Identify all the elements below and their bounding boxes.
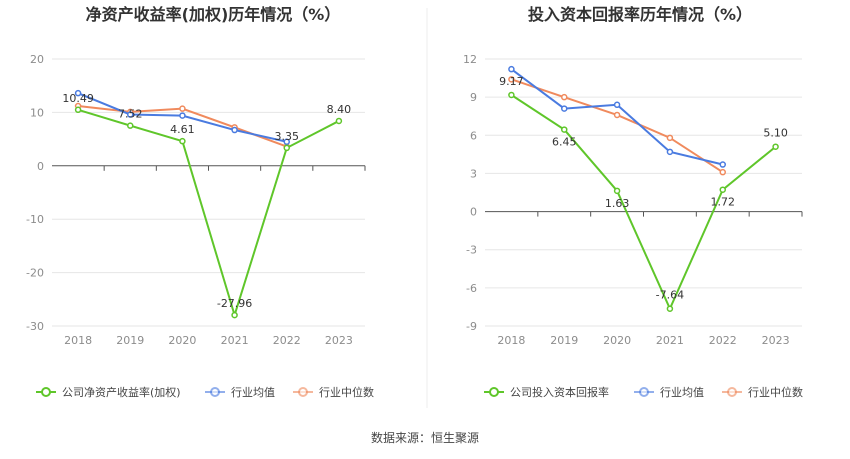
roic-data-label: 9.17 — [499, 75, 524, 88]
roe-chart-title: 净资产收益率(加权)历年情况（%） — [86, 5, 341, 24]
roic-legend-item-1[interactable]: 行业均值 — [634, 386, 704, 399]
roe-series-0-line — [77, 108, 340, 319]
roic-y-tick-label: 9 — [470, 91, 477, 104]
legend-label: 行业均值 — [231, 386, 275, 399]
roic-x-tick-label: 2019 — [550, 334, 578, 347]
roic-series-1-point — [719, 161, 726, 168]
roe-x-tick-label: 2018 — [64, 334, 92, 347]
roic-y-tick-label: -6 — [466, 282, 477, 295]
roe-y-tick-label: -30 — [26, 320, 44, 333]
roic-y-tick-label: 12 — [463, 53, 477, 66]
roic-series-0-line — [510, 94, 777, 312]
roic-y-tick-label: 0 — [470, 206, 477, 219]
roe-data-label: 3.35 — [275, 130, 300, 143]
roe-series-1-point — [127, 111, 134, 118]
roic-chart: 投入资本回报率历年情况（%） 12 9 6 3 0 -3 -6 -9 2018 2019 2020 20… — [463, 5, 803, 399]
legend-marker-icon — [41, 387, 51, 397]
roe-series-1-point — [179, 112, 186, 119]
legend-marker-icon — [727, 387, 737, 397]
roe-x-tick-label: 2020 — [168, 334, 196, 347]
roic-x-tick-label: 2021 — [656, 334, 684, 347]
roic-series-2-point — [561, 93, 568, 101]
roe-series-0-point — [179, 137, 186, 145]
roic-x-tick-label: 2020 — [603, 334, 631, 347]
roe-series-2-point — [179, 105, 186, 112]
roic-data-label: 5.10 — [763, 127, 788, 140]
roe-series-1-point — [231, 126, 238, 134]
roic-y-tick-label: 3 — [470, 167, 477, 180]
roic-series-1-point — [666, 148, 674, 156]
legend-label: 公司净资产收益率(加权) — [62, 385, 181, 399]
roe-legend-item-0[interactable]: 公司净资产收益率(加权) — [36, 385, 181, 399]
legend-label: 行业均值 — [660, 386, 704, 399]
roic-data-label: 1.63 — [605, 197, 630, 210]
roe-series-0-point — [283, 144, 290, 152]
roe-x-tick-label: 2019 — [116, 334, 144, 347]
roic-x-tick-label: 2018 — [497, 334, 525, 347]
roic-series-2-point — [508, 76, 515, 83]
roic-series-0-point — [613, 187, 621, 195]
roe-data-label: -27.96 — [217, 297, 252, 310]
roe-y-tick-label: -10 — [26, 213, 44, 226]
legend-marker-icon — [210, 387, 220, 397]
roe-y-tick-label: 0 — [37, 160, 44, 173]
roe-data-label: 7.52 — [118, 108, 143, 121]
roic-series-0-point — [719, 186, 726, 193]
roic-series-1-point — [561, 105, 568, 112]
legend-label: 公司投入资本回报率 — [510, 385, 609, 399]
roe-y-tick-label: 20 — [30, 53, 44, 66]
roic-y-tick-label: -9 — [466, 320, 477, 333]
roe-x-tick-label: 2023 — [325, 334, 353, 347]
roe-series-1-point — [74, 89, 82, 97]
roic-y-tick-label: 6 — [470, 129, 477, 142]
legend-label: 行业中位数 — [319, 385, 374, 399]
roe-legend-item-2[interactable]: 行业中位数 — [293, 385, 374, 399]
roe-series-0-point — [335, 117, 343, 125]
legend-marker-icon — [489, 387, 499, 397]
roic-series-1-point — [508, 65, 515, 73]
roic-data-label: 6.45 — [552, 136, 577, 149]
legend-marker-icon — [639, 387, 649, 397]
data-source-text: 数据来源：恒生聚源 — [371, 430, 479, 445]
roic-series-0-point — [772, 143, 779, 150]
roic-series-1-point — [613, 101, 621, 109]
roe-chart: 净资产收益率(加权)历年情况（%） 20 10 0 -10 -20 -30 2018 2019 2… — [26, 5, 374, 399]
legend-label: 行业中位数 — [748, 385, 803, 399]
roic-series-2-point — [613, 111, 621, 119]
roe-x-tick-label: 2021 — [221, 334, 249, 347]
roic-legend-item-0[interactable]: 公司投入资本回报率 — [484, 385, 609, 399]
roe-x-tick-label: 2022 — [273, 334, 301, 347]
roic-legend-item-2[interactable]: 行业中位数 — [722, 385, 803, 399]
roic-chart-title: 投入资本回报率历年情况（%） — [528, 5, 752, 24]
roic-series-0-point — [508, 91, 515, 99]
roic-series-0-point — [666, 305, 674, 312]
roic-series-0-point — [561, 126, 568, 133]
roe-data-label: 10.49 — [62, 92, 94, 105]
roic-data-label: -7.64 — [656, 289, 684, 302]
roe-data-label: 4.61 — [170, 123, 195, 136]
roic-x-tick-label: 2022 — [709, 334, 737, 347]
roic-y-tick-label: -3 — [466, 244, 477, 257]
roe-series-0-point — [231, 311, 238, 319]
roe-data-label: 8.40 — [327, 103, 352, 116]
roe-series-1-point — [283, 138, 290, 146]
legend-marker-icon — [298, 387, 308, 397]
roic-data-label: 1.72 — [711, 196, 736, 209]
roe-y-tick-label: -20 — [26, 267, 44, 280]
roic-series-2-point — [666, 134, 674, 142]
roe-series-0-point — [74, 106, 82, 114]
roic-x-tick-label: 2023 — [762, 334, 790, 347]
roe-legend-item-1[interactable]: 行业均值 — [205, 386, 275, 399]
roic-series-2-point — [719, 168, 726, 176]
roe-series-0-point — [127, 122, 134, 129]
roe-y-tick-label: 10 — [30, 106, 44, 119]
